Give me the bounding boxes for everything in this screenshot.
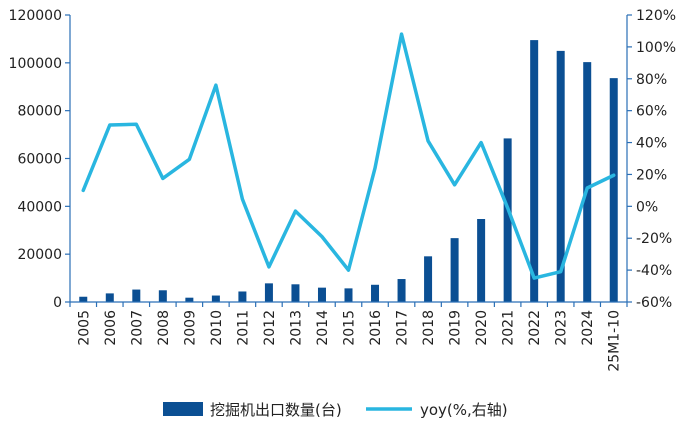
right-tick-label: 120% (636, 8, 676, 24)
x-tick-label: 2015 (342, 310, 358, 346)
x-tick-label: 2014 (315, 310, 331, 346)
bar-2021 (503, 138, 512, 302)
bar-2005 (79, 296, 88, 302)
bar-2016 (371, 284, 380, 302)
right-tick-label: 0% (636, 199, 658, 215)
x-tick-label: 2006 (103, 310, 119, 346)
right-tick-label: -20% (636, 231, 672, 247)
x-tick-label: 2021 (501, 310, 517, 346)
bar-2017 (397, 279, 406, 302)
x-tick-label: 2007 (129, 310, 145, 346)
bar-2006 (105, 293, 114, 302)
x-tick-label: 2009 (182, 310, 198, 346)
bar-2022 (530, 40, 539, 303)
x-tick-label: 2010 (209, 310, 225, 346)
bar-25M1-10 (609, 78, 618, 302)
x-tick-label: 2005 (76, 310, 92, 346)
left-tick-label: 20000 (17, 247, 62, 263)
right-tick-label: 60% (636, 104, 667, 120)
bar-2011 (238, 291, 247, 302)
legend-line-label: yoy(%,右轴) (420, 401, 508, 419)
line-series (81, 32, 616, 280)
bar-2007 (132, 289, 141, 302)
legend-bar-swatch (163, 402, 203, 416)
bar-series (79, 40, 618, 303)
bar-2024 (583, 62, 592, 303)
x-tick-label: 2020 (474, 310, 490, 346)
bar-2015 (344, 288, 353, 302)
x-tick-label: 2022 (527, 310, 543, 346)
bar-2012 (264, 283, 273, 302)
bar-2020 (477, 219, 486, 302)
left-tick-label: 80000 (17, 104, 62, 120)
left-tick-label: 40000 (17, 199, 62, 215)
x-tick-label: 2008 (156, 310, 172, 346)
x-axis-ticks: 2005 2006 2007 2008 2009 2010 2011 2012 2013 2014… (76, 310, 622, 372)
bar-2010 (211, 295, 220, 302)
x-tick-label: 2013 (288, 310, 304, 346)
bar-2023 (556, 50, 565, 303)
x-tick-label: 25M1-10 (607, 310, 623, 372)
right-tick-label: 100% (636, 40, 676, 56)
left-tick-label: 100000 (9, 56, 62, 72)
x-tick-label: 2016 (368, 310, 384, 346)
x-tick-label: 2019 (448, 310, 464, 346)
axes (65, 14, 632, 307)
left-tick-label: 120000 (9, 8, 62, 24)
x-tick-label: 2024 (580, 310, 596, 346)
x-tick-label: 2011 (235, 310, 251, 346)
bar-2009 (185, 297, 194, 302)
right-tick-label: 20% (636, 167, 667, 183)
right-tick-label: -40% (636, 263, 672, 279)
left-tick-label: 0 (53, 295, 62, 311)
legend-bar-label: 挖掘机出口数量(台) (210, 401, 342, 419)
right-tick-label: 40% (636, 136, 667, 152)
bar-2018 (424, 256, 433, 302)
bar-2019 (450, 238, 459, 302)
right-tick-label: 80% (636, 72, 667, 88)
right-axis-ticks: -60% -40% -20% 0% 20% 40% 60% 80% 100% 120% (636, 8, 676, 311)
legend: 挖掘机出口数量(台) yoy(%,右轴) (163, 401, 508, 419)
right-tick-label: -60% (636, 295, 672, 311)
bar-2008 (158, 290, 167, 302)
x-tick-label: 2023 (554, 310, 570, 346)
left-axis-ticks: 0 20000 40000 60000 80000 100000 120000 (9, 8, 62, 311)
x-tick-label: 2017 (395, 310, 411, 346)
x-tick-label: 2012 (262, 310, 278, 346)
left-tick-label: 60000 (17, 152, 62, 168)
bar-2013 (291, 284, 300, 302)
x-tick-label: 2018 (421, 310, 437, 346)
bar-2014 (317, 287, 326, 302)
